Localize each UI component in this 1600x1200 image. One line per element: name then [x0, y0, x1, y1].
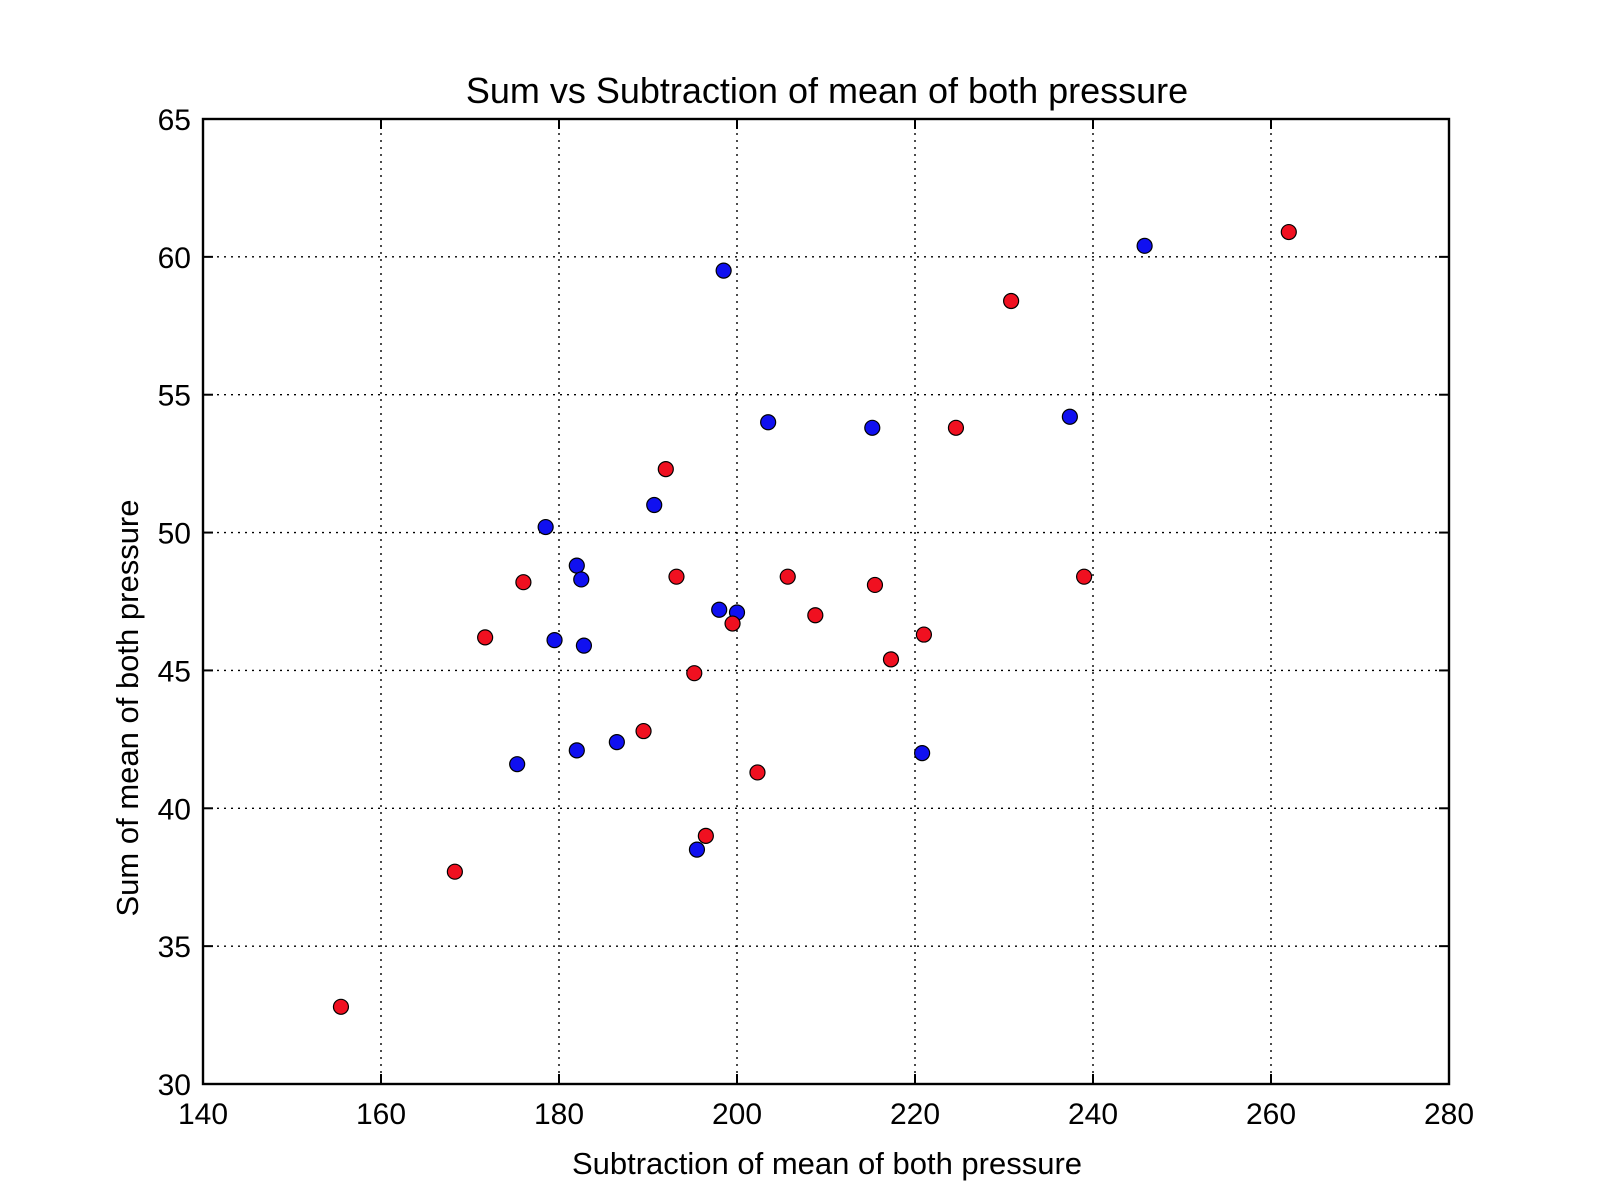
x-tick-label: 280: [1424, 1098, 1474, 1131]
plot-frame: [201, 117, 1451, 1086]
data-point-red: [697, 827, 714, 844]
x-tick-label: 220: [890, 1098, 940, 1131]
data-point-red: [686, 665, 703, 682]
data-point-red: [657, 461, 674, 478]
data-point-blue: [568, 742, 585, 759]
data-point-red: [807, 607, 824, 624]
y-tick-label: 60: [158, 242, 191, 275]
data-point-red: [332, 998, 350, 1015]
data-point-blue: [715, 262, 732, 279]
x-axis-label: Subtraction of mean of both pressure: [572, 1146, 1082, 1181]
data-point-red: [477, 629, 494, 646]
x-tick-label: 240: [1068, 1098, 1118, 1131]
data-point-blue: [1136, 237, 1153, 254]
x-tick-label: 260: [1246, 1098, 1296, 1131]
data-point-red: [947, 419, 965, 436]
data-point-blue: [864, 419, 881, 436]
data-points: [332, 223, 1297, 1015]
data-point-blue: [711, 601, 728, 618]
x-tick-label: 160: [356, 1098, 406, 1131]
grid-lines: [203, 119, 1449, 1084]
data-point-red: [749, 764, 766, 781]
data-point-red: [1280, 223, 1297, 241]
data-point-red: [635, 722, 652, 740]
y-axis-label: Sum of mean of both pressure: [110, 499, 145, 916]
data-point-blue: [1061, 408, 1078, 425]
data-point-blue: [688, 841, 706, 858]
data-point-red: [915, 626, 933, 643]
y-tick-label: 45: [158, 655, 191, 688]
y-tick-label: 55: [158, 380, 191, 413]
data-point-red: [515, 574, 532, 591]
y-tick-label: 50: [158, 518, 191, 551]
data-point-blue: [575, 637, 593, 654]
x-tick-label: 180: [534, 1098, 584, 1131]
data-point-blue: [608, 734, 625, 751]
x-tick-label: 200: [712, 1098, 762, 1131]
x-tick-label: 140: [178, 1098, 228, 1131]
data-point-red: [724, 615, 741, 632]
data-point-blue: [537, 518, 554, 536]
data-point-red: [882, 651, 900, 668]
data-point-blue: [509, 756, 526, 773]
data-point-blue: [914, 745, 931, 762]
chart-title: Sum vs Subtraction of mean of both press…: [466, 70, 1188, 111]
data-point-blue: [568, 557, 585, 574]
y-tick-label: 40: [158, 793, 191, 826]
data-point-red: [779, 568, 796, 585]
data-point-blue: [573, 571, 590, 588]
y-tick-label: 65: [158, 104, 191, 137]
data-point-red: [1003, 292, 1020, 310]
data-point-blue: [546, 631, 563, 649]
data-point-red: [1075, 568, 1093, 585]
data-point-red: [446, 863, 463, 880]
data-point-red: [866, 576, 884, 594]
y-tick-label: 35: [158, 931, 191, 964]
data-point-blue: [646, 496, 663, 514]
data-point-red: [668, 568, 685, 585]
axis-ticks: 140 160 180 200 220 240 260 280 30 35 40 45 50 55 60 65: [158, 104, 1474, 1131]
data-point-blue: [760, 414, 777, 431]
y-tick-label: 30: [158, 1069, 191, 1102]
